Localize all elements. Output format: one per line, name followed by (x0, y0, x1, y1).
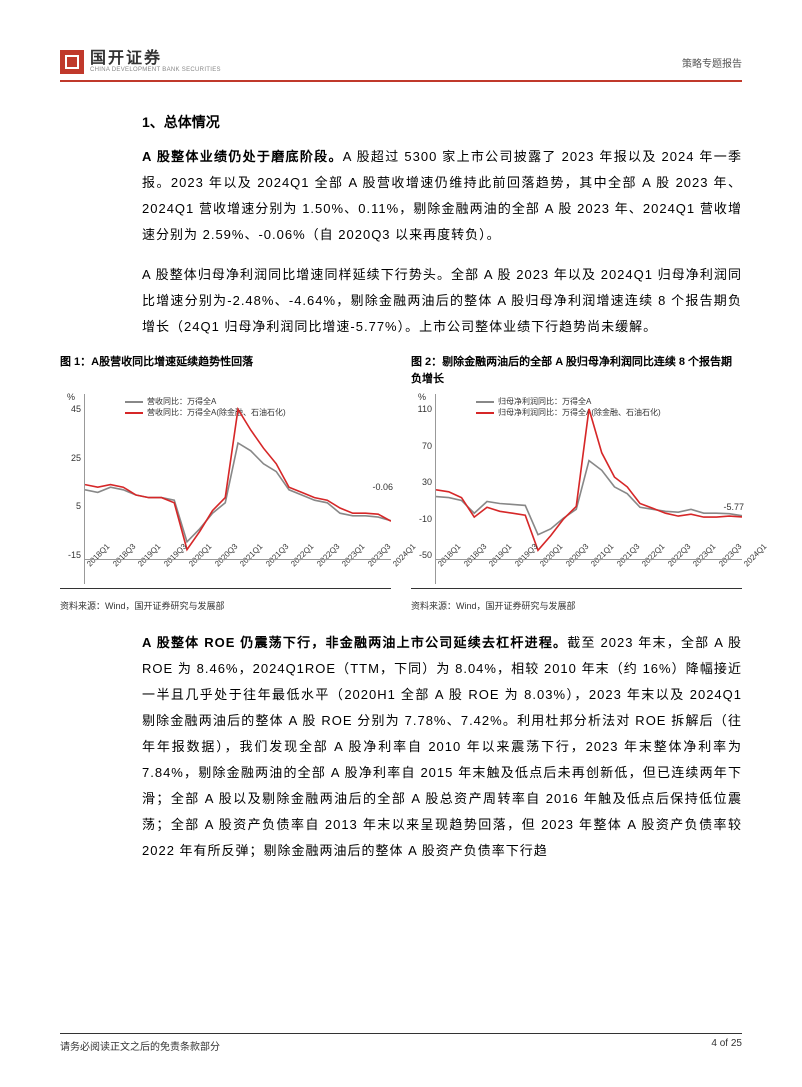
paragraph-3: A 股整体 ROE 仍震荡下行，非金融两油上市公司延续去杠杆进程。截至 2023… (142, 630, 742, 864)
chart-2-plot: % 1107030-10-50 归母净利润同比：万得全A归母净利润同比：万得全A… (435, 394, 742, 584)
chart-1: 图 1：A股营收同比增速延续趋势性回落 % 45255-15 营收同比：万得全A… (60, 354, 391, 612)
chart-2-x-labels: 2018Q12018Q32019Q12019Q32020Q12020Q32021… (436, 562, 742, 592)
chart-2-title: 图 2：剔除金融两油后的全部 A 股归母净利润同比连续 8 个报告期负增长 (411, 354, 742, 388)
header-divider (60, 80, 742, 82)
charts-row: 图 1：A股营收同比增速延续趋势性回落 % 45255-15 营收同比：万得全A… (60, 354, 742, 612)
logo-group: 国开证券 CHINA DEVELOPMENT BANK SECURITIES (60, 50, 221, 74)
chart-1-lines (85, 404, 391, 560)
company-name-en: CHINA DEVELOPMENT BANK SECURITIES (90, 67, 221, 73)
company-logo-icon (60, 50, 84, 74)
chart-2: 图 2：剔除金融两油后的全部 A 股归母净利润同比连续 8 个报告期负增长 % … (411, 354, 742, 612)
footer-page-number: 4 of 25 (711, 1038, 742, 1053)
paragraph-1-lead: A 股整体业绩仍处于磨底阶段。 (142, 149, 343, 164)
content-area: 1、总体情况 A 股整体业绩仍处于磨底阶段。A 股超过 5300 家上市公司披露… (60, 112, 742, 864)
report-type-label: 策略专题报告 (682, 55, 742, 70)
paragraph-1: A 股整体业绩仍处于磨底阶段。A 股超过 5300 家上市公司披露了 2023 … (142, 144, 742, 248)
chart-1-plot: % 45255-15 营收同比：万得全A营收同比：万得全A(除金融、石油石化) … (84, 394, 391, 584)
paragraph-3-body: 截至 2023 年末，全部 A 股 ROE 为 8.46%，2024Q1ROE（… (142, 635, 742, 858)
chart-2-y-labels: 1107030-10-50 (408, 404, 432, 560)
company-name-cn: 国开证券 (90, 51, 221, 67)
chart-1-source: 资料来源：Wind，国开证券研究与发展部 (60, 599, 391, 612)
paragraph-2: A 股整体归母净利润同比增速同样延续下行势头。全部 A 股 2023 年以及 2… (142, 262, 742, 340)
chart-2-source: 资料来源：Wind，国开证券研究与发展部 (411, 599, 742, 612)
chart-1-y-labels: 45255-15 (57, 404, 81, 560)
page-header: 国开证券 CHINA DEVELOPMENT BANK SECURITIES 策… (60, 50, 742, 80)
company-name-block: 国开证券 CHINA DEVELOPMENT BANK SECURITIES (90, 51, 221, 73)
chart-2-lines (436, 404, 742, 560)
chart-1-title: 图 1：A股营收同比增速延续趋势性回落 (60, 354, 391, 388)
footer-disclaimer: 请务必阅读正文之后的免责条款部分 (60, 1038, 220, 1053)
chart-1-x-labels: 2018Q12018Q32019Q12019Q32020Q12020Q32021… (85, 562, 391, 592)
page-footer: 请务必阅读正文之后的免责条款部分 4 of 25 (60, 1033, 742, 1053)
paragraph-3-lead: A 股整体 ROE 仍震荡下行，非金融两油上市公司延续去杠杆进程。 (142, 635, 567, 650)
section-title: 1、总体情况 (142, 112, 742, 132)
chart-2-y-unit: % (418, 392, 426, 402)
chart-1-y-unit: % (67, 392, 75, 402)
page: 国开证券 CHINA DEVELOPMENT BANK SECURITIES 策… (0, 0, 802, 1087)
